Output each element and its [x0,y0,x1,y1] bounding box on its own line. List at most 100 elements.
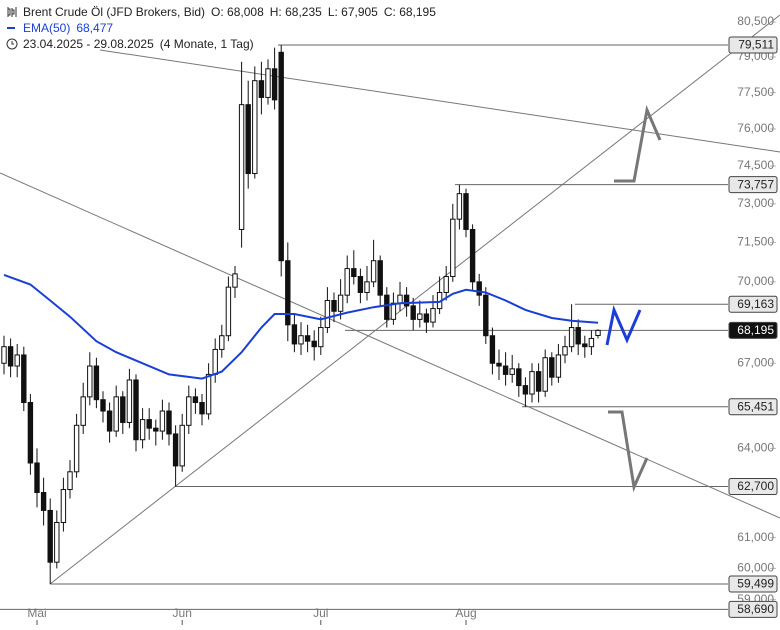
ema-icon [7,27,15,29]
candle-body [205,373,212,415]
candle-body [133,379,139,441]
candle-body [410,305,416,320]
y-tick-label: 73,000 [737,196,774,210]
level-label: 58,690 [737,602,774,616]
y-tick-label: 80,500 [737,14,774,28]
candle-body [443,276,449,293]
trend-line [49,14,780,585]
ohlc: O: 68,008 [211,5,264,19]
y-tick-label: 64,000 [737,441,774,455]
candles [1,45,601,584]
level-label-box [728,398,778,416]
candle-body [179,424,185,467]
candle-body [232,273,238,288]
candle-body [423,313,430,323]
candle-body [47,509,53,563]
ema-name: EMA(50) [23,21,71,35]
level-label: 69,163 [737,297,774,311]
candle-body [265,68,271,98]
level-label-box [728,478,778,496]
candle-body [258,80,265,98]
drawings [0,14,780,585]
candle-body [1,346,7,364]
candle-body [450,218,456,278]
candle-body [489,335,496,364]
candle-body [139,419,146,441]
candle-body [298,335,304,345]
trend-line [99,49,780,153]
candle-body [588,337,595,348]
candle-body [192,396,199,404]
candle-body [397,294,403,304]
candle-body [535,371,542,392]
candle-body [34,462,40,493]
candle-body [60,489,67,523]
level-label-box [728,575,778,593]
candle-body [568,327,575,348]
candle-body [113,396,119,432]
candle-body [166,410,172,435]
y-tick-label: 70,000 [737,274,774,288]
arrow-down [608,410,649,493]
x-tick-label: Aug [455,606,476,620]
candle-body [93,365,100,401]
candle-body [219,335,225,350]
candle-body [469,228,476,283]
candle-body [252,80,258,175]
candle-body [186,396,192,426]
candle-body [522,385,529,395]
candle-body [384,294,390,320]
arrow-up [614,104,662,183]
candle-body [575,327,581,345]
ema-line [3,273,599,380]
candle-body [120,396,126,423]
candle-body [238,104,245,230]
candle-body [73,424,80,473]
candle-body [377,260,383,296]
level-label-box [728,176,778,194]
candle-body [126,379,133,423]
legend: Brent Crude Öl (JFD Brokers, Bid) O: 68,… [6,4,442,52]
level-label-box [728,36,778,54]
clock-icon [6,38,18,50]
candle-body [331,300,337,312]
candle-body [54,521,60,563]
ohlc: C: 68,195 [383,5,436,19]
candle-body [146,419,152,429]
ohlc: H: 68,235 [269,5,322,19]
candle-body [324,300,331,329]
candle-body [509,368,515,375]
candle-body [529,371,535,395]
candle-body [199,402,205,415]
candle-body [278,51,284,262]
candle-icon [7,7,17,17]
candle-body [159,410,166,432]
level-label: 68,195 [737,323,774,337]
candle-body [483,294,489,337]
y-tick-label: 67,000 [737,355,774,369]
candle-body [430,308,436,323]
candle-body [291,324,298,345]
y-tick-label: 71,500 [737,235,774,249]
candle-body [7,346,14,367]
candle-body [40,491,47,511]
candle-body [344,268,350,296]
x-tick-label: Mai [27,606,46,620]
ema-value: 68,477 [76,21,114,35]
candle-body [595,329,601,337]
candle-body [351,268,357,278]
level-label: 73,757 [737,177,774,191]
candle-body [67,471,73,491]
candle-body [357,276,364,293]
candle-body [106,410,113,432]
candle-body [549,357,555,378]
ohlc: L: 67,905 [327,5,378,19]
candle-body [87,365,93,398]
trend-line [0,172,780,519]
y-tick-label: 77,500 [737,85,774,99]
scenario-n [605,305,642,346]
legend-row: Brent Crude Öl (JFD Brokers, Bid) O: 68,… [6,4,442,20]
range-note: (4 Monate, 1 Tag) [159,37,254,51]
candle-body [311,340,317,348]
